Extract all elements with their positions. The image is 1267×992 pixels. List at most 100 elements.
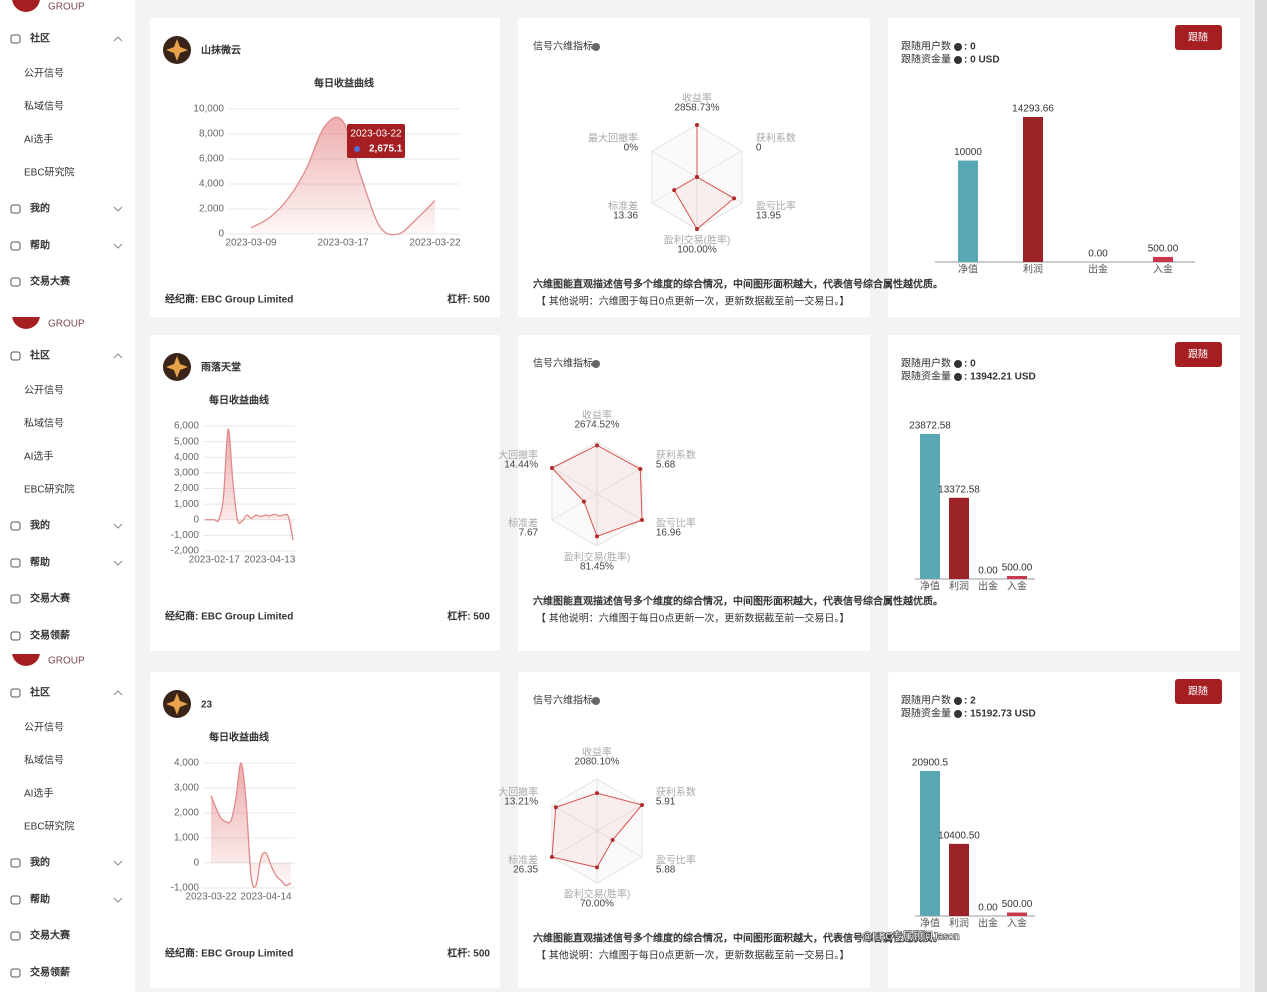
follow-button[interactable] (1175, 342, 1222, 367)
menu-item[interactable]: EBC研究院 (24, 483, 75, 496)
y-tick-label: 8,000 (199, 129, 224, 140)
radar-dot (638, 467, 643, 472)
bar (920, 771, 940, 916)
watermark: @EBC专属顾问Jason (862, 930, 959, 943)
menu-icon (10, 594, 21, 604)
menu-item[interactable]: AI选手 (24, 787, 53, 800)
menu-item[interactable]: 社区 (29, 32, 50, 45)
menu-icon (10, 351, 21, 361)
help-icon (954, 697, 962, 705)
radar-description: 六维图能直观描述信号多个维度的综合情况，中间图形面积越大，代表信号综合属性越优质… (533, 278, 943, 291)
y-tick-label: 2,000 (174, 483, 199, 494)
area (251, 117, 435, 235)
menu-item[interactable]: 交易领薪 (30, 629, 70, 642)
radar-dot (640, 518, 645, 522)
menu-item[interactable]: AI选手 (24, 133, 53, 146)
menu-item[interactable]: 我的 (30, 202, 50, 215)
y-tick-label: 2,000 (174, 808, 199, 819)
radar-axis-label: 获利系数 (756, 132, 796, 145)
menu-item[interactable]: EBC研究院 (24, 166, 75, 179)
radar-axis-label: 收益率 (682, 92, 712, 105)
logo-text: GROUP (48, 319, 85, 330)
bar (1023, 117, 1043, 262)
menu-item[interactable]: 私域信号 (24, 100, 64, 113)
radar-dot (610, 838, 615, 843)
menu-item[interactable]: 交易领薪 (30, 966, 70, 979)
bar-value-label: 500.00 (1002, 563, 1033, 574)
radar-value: 70.00% (580, 899, 614, 910)
menu-item[interactable]: 公开信号 (24, 68, 64, 80)
chevron-down (113, 560, 123, 566)
radar-axis-label: 盈利交易(胜率) (564, 888, 631, 901)
follow-button[interactable] (1175, 679, 1222, 704)
follow-button-label[interactable]: 跟随 (1188, 348, 1208, 361)
signal-name: 雨落天堂 (201, 361, 241, 374)
radar-dot (695, 175, 699, 179)
radar-value: 0% (624, 143, 639, 154)
bar-category: 净值 (958, 263, 978, 276)
y-tick-label: 0 (218, 229, 224, 240)
radar-spoke (551, 804, 598, 832)
leverage: 杠杆: 500 (447, 610, 490, 623)
menu-item[interactable]: 私域信号 (24, 754, 64, 767)
radar-axis-label: 收益率 (582, 409, 612, 422)
menu-item[interactable]: 交易大赛 (30, 592, 71, 605)
chevron-up (113, 690, 123, 696)
follow-button[interactable] (1175, 25, 1222, 50)
menu-item[interactable]: 交易大赛 (30, 275, 71, 288)
menu-item[interactable]: 私域信号 (24, 417, 64, 430)
radar-axis-label: 获利系数 (656, 786, 696, 799)
bar (1153, 256, 1173, 262)
radar-note: 【 其他说明：六维图于每日0点更新一次，更新数据截至前一交易日。】 (536, 295, 849, 308)
bar (949, 843, 969, 916)
follow-button-label[interactable]: 跟随 (1188, 31, 1208, 44)
radar-description: 六维图能直观描述信号多个维度的综合情况，中间图形面积越大，代表信号综合属性越优质… (533, 595, 943, 608)
chevron-down (113, 206, 123, 212)
help-icon (592, 360, 600, 368)
bar-value-label: 500.00 (1002, 899, 1033, 910)
menu-item[interactable]: AI选手 (24, 450, 53, 463)
menu-item[interactable]: 我的 (30, 856, 50, 869)
chevron-down (113, 243, 123, 249)
y-tick-label: 6,000 (199, 154, 224, 165)
bar (920, 434, 940, 579)
sidebar (0, 317, 135, 654)
x-tick-label: 2023-03-09 (225, 238, 277, 249)
radar-spoke (596, 830, 643, 858)
line (250, 116, 436, 236)
bar-value-label: 10400.50 (938, 830, 980, 841)
leverage: 杠杆: 500 (447, 293, 490, 306)
menu-item[interactable]: 社区 (29, 686, 50, 699)
menu-item[interactable]: 公开信号 (24, 385, 64, 397)
bar-category: 入金 (1153, 263, 1173, 276)
avatar-star (166, 693, 188, 715)
menu-icon (10, 631, 21, 641)
signal-name: 23 (201, 700, 213, 711)
radar-value: 13.95 (756, 211, 781, 222)
radar-value: 2674.52% (574, 420, 619, 431)
menu-icon (10, 968, 21, 978)
radar-note: 【 其他说明：六维图于每日0点更新一次，更新数据截至前一交易日。】 (536, 949, 849, 962)
logo-text: GROUP (48, 656, 85, 667)
menu-item[interactable]: 交易大赛 (30, 929, 71, 942)
radar-value: 16.96 (656, 528, 681, 539)
radar-axis-label: 大回撤率 (498, 786, 538, 799)
menu-item[interactable]: 帮助 (30, 239, 50, 252)
follow-capital-label: 跟随资金量 (901, 53, 951, 66)
follow-button-label[interactable]: 跟随 (1188, 685, 1208, 698)
menu-item[interactable]: EBC研究院 (24, 820, 75, 833)
menu-icon (10, 521, 21, 531)
menu-item[interactable]: 公开信号 (24, 722, 64, 734)
menu-item[interactable]: 帮助 (30, 893, 50, 906)
menu-item[interactable]: 我的 (30, 519, 50, 532)
radar-axis-label: 最大回撤率 (588, 132, 638, 145)
menu-item[interactable]: 社区 (29, 349, 50, 362)
scrollbar (1255, 654, 1267, 992)
y-tick-label: 4,000 (174, 758, 199, 769)
menu-item[interactable]: 帮助 (30, 556, 50, 569)
radar-dot (595, 791, 599, 796)
radar-axis-label: 盈亏比率 (756, 200, 796, 213)
logo-text: GROUP (48, 2, 85, 13)
